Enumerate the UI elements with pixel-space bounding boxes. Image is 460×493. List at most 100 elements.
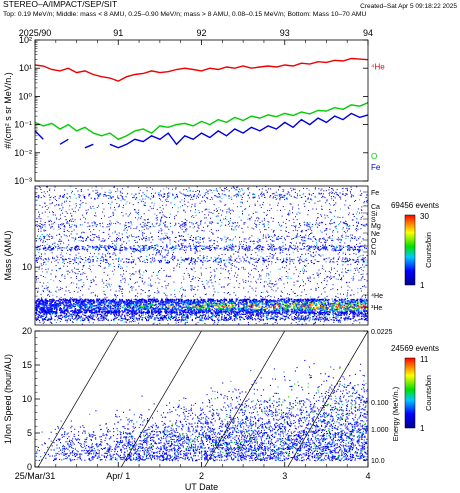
- mass-dot: [228, 259, 230, 261]
- mass-dot: [139, 249, 141, 251]
- mass-dot: [167, 201, 169, 203]
- mass-dot: [135, 193, 137, 195]
- mass-dot: [144, 247, 146, 249]
- mass-dot: [69, 200, 71, 202]
- mass-dot: [89, 238, 91, 240]
- mass-dot: [336, 245, 338, 247]
- mass-dot: [155, 217, 157, 219]
- mass-dot: [134, 283, 136, 284]
- mass-dot: [318, 239, 320, 241]
- mass-dot: [134, 240, 136, 241]
- mass-dot: [75, 225, 77, 227]
- mass-dot: [238, 251, 240, 253]
- mass-dot: [302, 193, 304, 195]
- mass-dot: [255, 265, 257, 267]
- mass-dot: [249, 248, 251, 249]
- mass-dot: [59, 289, 61, 291]
- mass-dot: [320, 193, 322, 195]
- mass-dot: [336, 246, 338, 248]
- mass-dot: [130, 247, 132, 249]
- mass-dot: [51, 226, 53, 228]
- mass-dot: [50, 279, 52, 281]
- mass-dot: [38, 211, 39, 213]
- mass-dot: [356, 230, 358, 232]
- mass-dot: [148, 221, 150, 223]
- mass-dot: [54, 214, 56, 216]
- mass-dot: [254, 203, 256, 205]
- mass-dot: [239, 312, 240, 314]
- mass-dot: [258, 223, 260, 225]
- mass-dot: [156, 217, 158, 219]
- mass-dot: [306, 224, 308, 226]
- mass-dot: [276, 197, 278, 199]
- mass-dot: [340, 286, 342, 288]
- mass-dot: [213, 269, 215, 271]
- mass-dot: [328, 189, 330, 191]
- mass-dot: [360, 246, 362, 247]
- mass-dot: [125, 213, 127, 215]
- mass-dot: [176, 320, 178, 322]
- mass-dot: [338, 304, 341, 306]
- mass-dot: [124, 224, 126, 226]
- mass-dot: [364, 246, 366, 248]
- mass-dot: [200, 272, 202, 274]
- mass-dot: [169, 309, 172, 311]
- mass-dot: [59, 233, 61, 235]
- mass-dot: [149, 187, 151, 189]
- mass-dot: [278, 268, 280, 270]
- mass-dot: [45, 258, 47, 260]
- mass-dot: [53, 307, 55, 309]
- mass-dot: [162, 241, 164, 243]
- mass-dot: [199, 239, 201, 241]
- mass-dot: [343, 222, 345, 224]
- mass-dot: [165, 216, 167, 218]
- mass-dot: [324, 214, 326, 216]
- mass-dot: [59, 196, 61, 198]
- mass-dot: [219, 196, 221, 198]
- mass-dot: [180, 256, 182, 258]
- mass-dot: [170, 226, 172, 228]
- mass-dot: [174, 293, 176, 295]
- mass-dot: [186, 220, 188, 222]
- mass-dot: [132, 261, 134, 263]
- mass-dot: [255, 247, 257, 249]
- mass-dot: [287, 276, 289, 278]
- mass-dot: [76, 245, 78, 247]
- mass-dot: [309, 234, 310, 236]
- mass-dot: [203, 286, 205, 287]
- mass-dot: [186, 247, 189, 249]
- mass-dot: [293, 244, 295, 246]
- mass-dot: [283, 259, 284, 261]
- mass-dot: [313, 245, 316, 247]
- mass-dot: [45, 264, 47, 266]
- mass-dot: [210, 304, 213, 307]
- mass-dot: [156, 249, 158, 251]
- mass-dot: [145, 270, 147, 272]
- mass-dot: [350, 269, 352, 271]
- mass-dot: [106, 296, 108, 298]
- mass-dot: [171, 256, 173, 258]
- mass-dot: [204, 323, 206, 324]
- mass-dot: [80, 273, 81, 275]
- mass-dot: [142, 198, 144, 200]
- mass-dot: [327, 237, 329, 239]
- mass-dot: [354, 247, 356, 249]
- mass-dot: [110, 247, 113, 248]
- mass-dot: [117, 190, 119, 192]
- mass-dot: [355, 213, 357, 215]
- mass-dot: [245, 281, 247, 283]
- mass-dot: [132, 273, 134, 274]
- mass-dot: [315, 305, 317, 308]
- mass-dot: [53, 280, 55, 282]
- mass-dot: [289, 254, 291, 256]
- mass-dot: [66, 200, 68, 202]
- mass-dot: [305, 265, 307, 267]
- mass-dot: [336, 189, 338, 191]
- mass-dot: [199, 250, 201, 252]
- mass-dot: [148, 248, 151, 250]
- mass-dot: [229, 262, 231, 264]
- mass-dot: [130, 253, 132, 255]
- mass-dot: [194, 204, 196, 206]
- mass-dot: [212, 233, 214, 235]
- mass-dot: [185, 258, 187, 260]
